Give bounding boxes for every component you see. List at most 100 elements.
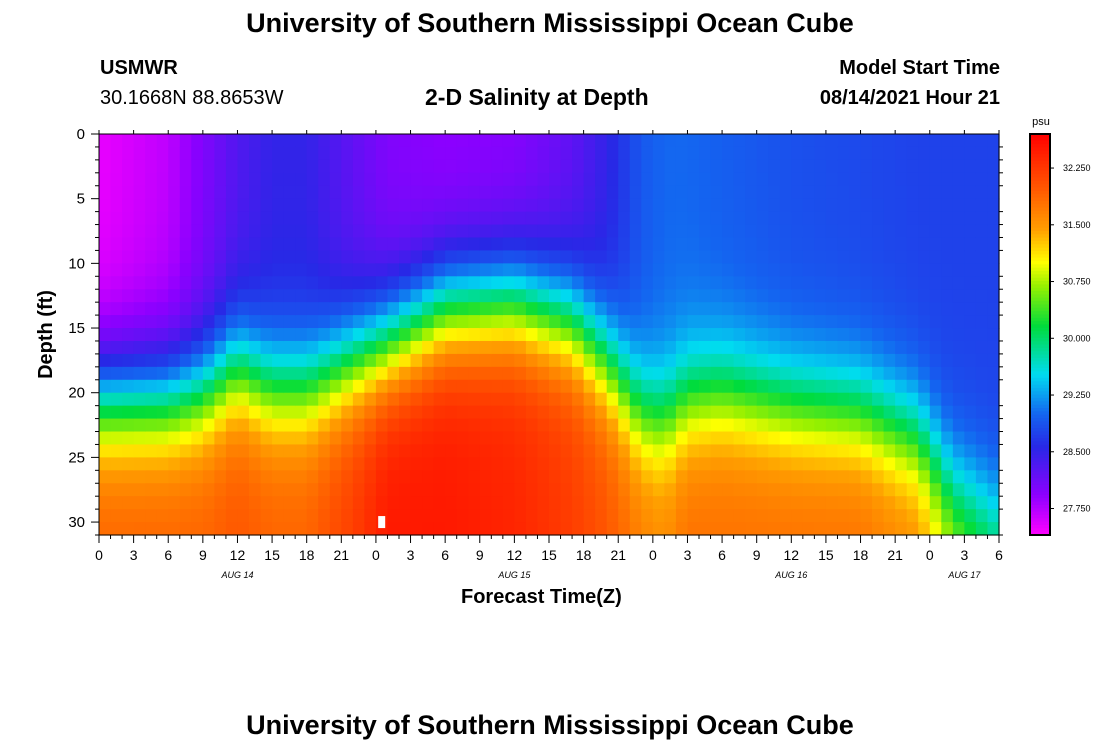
heatmap-cell xyxy=(237,250,250,264)
heatmap-cell xyxy=(849,134,862,148)
heatmap-cell xyxy=(433,289,446,303)
heatmap-cell xyxy=(202,457,215,471)
y-tick-label: 20 xyxy=(68,385,85,402)
heatmap-cell xyxy=(779,263,792,277)
colorbar-segment xyxy=(1030,144,1050,148)
heatmap-cell xyxy=(133,509,146,523)
heatmap-cell xyxy=(375,263,389,277)
heatmap-cell xyxy=(260,496,273,510)
heatmap-cell xyxy=(802,509,815,523)
heatmap-cell xyxy=(306,522,319,536)
heatmap-cell xyxy=(941,353,954,368)
heatmap-cell xyxy=(422,340,435,355)
heatmap-cell xyxy=(941,457,954,471)
heatmap-cell xyxy=(872,470,885,484)
heatmap-cell xyxy=(814,224,827,239)
heatmap-cell xyxy=(341,211,354,226)
heatmap-cell xyxy=(133,198,146,213)
heatmap-cell xyxy=(283,185,296,200)
heatmap-cell xyxy=(595,418,608,433)
heatmap-cell xyxy=(987,263,1000,277)
heatmap-cell xyxy=(122,340,135,355)
heatmap-cell xyxy=(145,392,158,407)
heatmap-cell xyxy=(825,366,839,381)
heatmap-cell xyxy=(560,302,573,316)
heatmap-cell xyxy=(629,509,642,523)
heatmap-cell xyxy=(825,224,839,239)
heatmap-cell xyxy=(929,224,942,239)
heatmap-cell xyxy=(768,289,781,303)
heatmap-cell xyxy=(583,185,596,200)
heatmap-cell xyxy=(699,224,712,239)
heatmap-cell xyxy=(906,250,919,264)
colorbar-segment xyxy=(1030,337,1050,342)
heatmap-cell xyxy=(295,431,308,446)
heatmap-cell xyxy=(99,250,112,264)
colorbar-segment xyxy=(1030,134,1050,138)
heatmap-cell xyxy=(318,431,331,446)
heatmap-cell xyxy=(272,470,285,484)
heatmap-cell xyxy=(549,340,562,355)
heatmap-cell xyxy=(456,457,469,471)
heatmap-cell xyxy=(456,211,469,226)
heatmap-cell xyxy=(514,509,527,523)
heatmap-cell xyxy=(572,328,585,342)
heatmap-cell xyxy=(595,198,608,213)
heatmap-cell xyxy=(675,211,689,226)
heatmap-cell xyxy=(456,146,469,161)
heatmap-cell xyxy=(745,263,758,277)
heatmap-cell xyxy=(122,509,135,523)
heatmap-cell xyxy=(179,509,192,523)
heatmap-cell xyxy=(225,444,239,458)
heatmap-cell xyxy=(618,289,631,303)
heatmap-cell xyxy=(849,483,862,497)
heatmap-cell xyxy=(283,392,296,407)
heatmap-cell xyxy=(952,237,965,252)
heatmap-cell xyxy=(168,444,181,458)
heatmap-cell xyxy=(629,405,642,420)
heatmap-cell xyxy=(352,250,365,264)
heatmap-cell xyxy=(502,405,515,420)
heatmap-cell xyxy=(260,302,273,316)
heatmap-cell xyxy=(664,250,677,264)
heatmap-cell xyxy=(156,237,169,252)
heatmap-cell xyxy=(895,496,908,510)
heatmap-cell xyxy=(283,289,296,303)
heatmap-cell xyxy=(652,237,665,252)
heatmap-cell xyxy=(387,172,400,187)
heatmap-cell xyxy=(272,444,285,458)
heatmap-cell xyxy=(433,315,446,329)
heatmap-cell xyxy=(99,405,112,420)
x-tick-label: 9 xyxy=(753,547,761,563)
heatmap-cell xyxy=(237,263,250,277)
heatmap-cell xyxy=(906,366,919,381)
heatmap-cell xyxy=(745,198,758,213)
heatmap-cell xyxy=(352,172,365,187)
heatmap-cell xyxy=(202,340,215,355)
colorbar-segment xyxy=(1030,254,1050,259)
heatmap-cell xyxy=(537,392,550,407)
heatmap-cell xyxy=(433,405,446,420)
heatmap-cell xyxy=(883,418,896,433)
heatmap-cell xyxy=(975,470,989,484)
heatmap-cell xyxy=(837,211,850,226)
heatmap-cell xyxy=(122,496,135,510)
heatmap-cell xyxy=(756,198,769,213)
heatmap-cell xyxy=(606,289,619,303)
heatmap-cell xyxy=(872,198,885,213)
heatmap-cell xyxy=(214,496,227,510)
heatmap-cell xyxy=(225,289,239,303)
x-tick-label: 15 xyxy=(541,547,557,563)
heatmap-cell xyxy=(664,405,677,420)
heatmap-cell xyxy=(318,379,331,394)
x-tick-label: 21 xyxy=(610,547,626,563)
heatmap-cell xyxy=(595,134,608,148)
heatmap-cell xyxy=(260,263,273,277)
heatmap-cell xyxy=(537,263,550,277)
heatmap-cell xyxy=(456,185,469,200)
heatmap-cell xyxy=(341,328,354,342)
heatmap-cell xyxy=(733,237,746,252)
heatmap-cell xyxy=(756,211,769,226)
heatmap-cell xyxy=(583,496,596,510)
heatmap-cell xyxy=(675,263,689,277)
